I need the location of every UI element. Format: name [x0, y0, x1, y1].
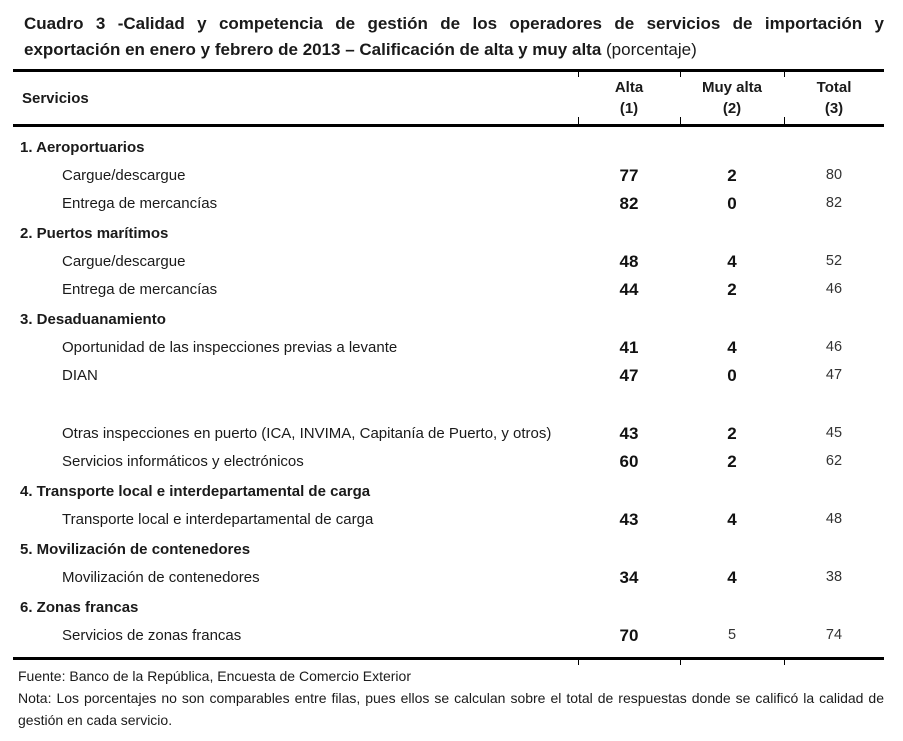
row-label: Entrega de mercancías [62, 195, 218, 212]
cell-alta: 34 [619, 568, 639, 587]
header-total: Total (3) [816, 79, 852, 117]
cell-muy-alta: 4 [727, 510, 737, 529]
row-label: Movilización de contenedores [62, 569, 260, 586]
column-tick [680, 117, 681, 124]
table-title: Cuadro 3 -Calidad y competencia de gesti… [24, 11, 884, 63]
cell-alta: 48 [619, 252, 639, 271]
table-row-item: Entrega de mercancías 44 2 46 [13, 271, 884, 299]
column-tick [578, 117, 579, 124]
title-line-1: Cuadro 3 -Calidad y competencia de gesti… [24, 14, 884, 33]
cell-muy-alta: 2 [727, 280, 737, 299]
header-rule [13, 124, 884, 127]
cell-muy-alta: 2 [727, 452, 737, 471]
bottom-rule [13, 657, 884, 660]
row-label: Servicios de zonas francas [62, 627, 242, 644]
header-muy-alta: Muy alta (2) [701, 79, 762, 117]
table-row-item: Oportunidad de las inspecciones previas … [13, 329, 884, 357]
table-row-section: 2. Puertos marítimos [13, 213, 884, 243]
cell-total: 46 [825, 281, 843, 297]
cell-muy-alta: 4 [727, 338, 737, 357]
cell-muy-alta: 0 [727, 366, 737, 385]
row-label: 4. Transporte local e interdepartamental… [20, 483, 371, 500]
title-line-2-bold: exportación en enero y febrero de 2013 –… [24, 40, 602, 59]
cell-alta: 82 [619, 194, 639, 213]
cell-total: 82 [825, 195, 843, 211]
row-label: Oportunidad de las inspecciones previas … [62, 339, 398, 356]
row-label: DIAN [62, 367, 98, 384]
title-line-2: exportación en enero y febrero de 2013 –… [24, 37, 884, 63]
table-body: 1. Aeroportuarios Cargue/descargue 77 2 80 En… [13, 127, 884, 657]
row-label: 2. Puertos marítimos [20, 225, 169, 242]
column-tick [578, 72, 579, 77]
row-label: 6. Zonas francas [20, 599, 139, 616]
header-servicios: Servicios [22, 89, 89, 107]
cell-total: 46 [825, 339, 843, 355]
cell-muy-alta: 4 [727, 252, 737, 271]
table-row-section: 3. Desaduanamiento [13, 299, 884, 329]
cell-alta: 43 [619, 424, 639, 443]
cell-alta: 47 [619, 366, 639, 385]
row-label: Entrega de mercancías [62, 281, 218, 298]
row-label: 1. Aeroportuarios [20, 139, 145, 156]
table-row-section: 6. Zonas francas [13, 587, 884, 617]
cell-alta: 77 [619, 166, 639, 185]
methodology-note: Nota: Los porcentajes no son comparables… [18, 690, 884, 728]
cell-alta: 44 [619, 280, 639, 299]
data-table: Servicios Alta (1) Muy alta (2) Total (3… [13, 69, 884, 665]
cell-total: 47 [825, 367, 843, 383]
header-alta: Alta (1) [614, 79, 644, 117]
table-row-section: 5. Movilización de contenedores [13, 529, 884, 559]
cell-alta: 41 [619, 338, 639, 357]
table-header-row: Servicios Alta (1) Muy alta (2) Total (3… [13, 72, 884, 124]
source-note: Fuente: Banco de la República, Encuesta … [18, 668, 411, 684]
cell-muy-alta: 5 [727, 627, 737, 643]
cell-total: 62 [825, 453, 843, 469]
cell-total: 74 [825, 627, 843, 643]
column-tick [784, 660, 785, 665]
table-row-section: 1. Aeroportuarios [13, 127, 884, 157]
row-label: 3. Desaduanamiento [20, 311, 166, 328]
cell-total: 52 [825, 253, 843, 269]
table-row-section: 4. Transporte local e interdepartamental… [13, 471, 884, 501]
row-label: Cargue/descargue [62, 167, 186, 184]
table-footer: Fuente: Banco de la República, Encuesta … [18, 665, 884, 731]
cell-muy-alta: 2 [727, 166, 737, 185]
table-row-item: Otras inspecciones en puerto (ICA, INVIM… [13, 385, 884, 443]
cell-total: 38 [825, 569, 843, 585]
top-rule [13, 69, 884, 72]
cell-alta: 60 [619, 452, 639, 471]
row-label: Otras inspecciones en puerto (ICA, INVIM… [62, 425, 552, 442]
cell-total: 80 [825, 167, 843, 183]
column-tick [784, 72, 785, 77]
row-label: Transporte local e interdepartamental de… [62, 511, 374, 528]
title-unit: (porcentaje) [606, 40, 697, 59]
cell-total: 45 [825, 425, 843, 441]
cell-alta: 70 [619, 626, 639, 645]
table-row-item: Cargue/descargue 77 2 80 [13, 157, 884, 185]
row-label: Cargue/descargue [62, 253, 186, 270]
table-row-item: Entrega de mercancías 82 0 82 [13, 185, 884, 213]
column-tick [578, 660, 579, 665]
row-label: 5. Movilización de contenedores [20, 541, 251, 558]
table-row-item: Servicios informáticos y electrónicos 60 2… [13, 443, 884, 471]
table-page: Cuadro 3 -Calidad y competencia de gesti… [0, 11, 903, 741]
column-tick [680, 660, 681, 665]
table-row-item: DIAN 47 0 47 [13, 357, 884, 385]
table-row-item: Cargue/descargue 48 4 52 [13, 243, 884, 271]
cell-muy-alta: 0 [727, 194, 737, 213]
cell-total: 48 [825, 511, 843, 527]
cell-muy-alta: 2 [727, 424, 737, 443]
cell-muy-alta: 4 [727, 568, 737, 587]
table-row-item: Movilización de contenedores 34 4 38 [13, 559, 884, 587]
column-tick [784, 117, 785, 124]
column-tick [680, 72, 681, 77]
row-label: Servicios informáticos y electrónicos [62, 453, 304, 470]
table-row-item: Transporte local e interdepartamental de… [13, 501, 884, 529]
cell-alta: 43 [619, 510, 639, 529]
table-row-item: Servicios de zonas francas 70 5 74 [13, 617, 884, 645]
